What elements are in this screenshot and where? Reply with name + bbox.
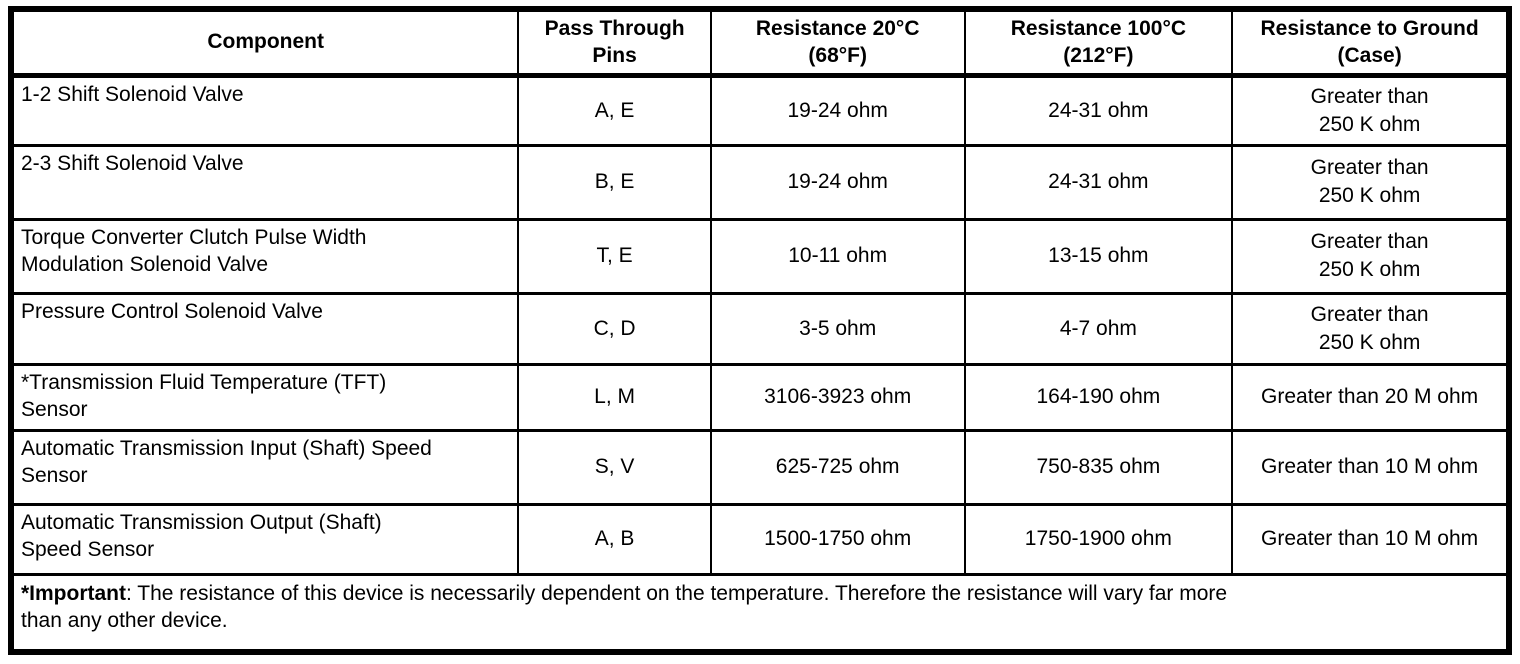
component-cell: *Transmission Fluid Temperature (TFT) Se… (9, 362, 520, 432)
resistance-100c-cell: 750-835 ohm (963, 428, 1234, 506)
resistance-100c-cell: 24-31 ohm (963, 143, 1234, 221)
footnote-row: *Important: The resistance of this devic… (10, 572, 1510, 654)
component-cell: Automatic Transmission Output (Shaft) Sp… (9, 502, 520, 576)
resistance-20c-cell: 19-24 ohm (709, 73, 966, 147)
resistance-spec-table: Component Pass Through Pins Resistance 2… (8, 6, 1512, 655)
resistance-ground-cell: Greater than 250 K ohm (1231, 143, 1510, 221)
resistance-20c-cell: 19-24 ohm (709, 143, 966, 221)
footnote-text: : The resistance of this device is neces… (21, 581, 1228, 633)
resistance-100c-cell: 164-190 ohm (963, 362, 1234, 432)
footnote-important-label: *Important (21, 581, 126, 605)
table-header: Component Pass Through Pins Resistance 2… (9, 7, 1510, 78)
table-body: 1-2 Shift Solenoid Valve A, E 19-24 ohm … (9, 73, 1510, 654)
resistance-20c-cell: 1500-1750 ohm (709, 502, 966, 576)
header-cell-resistance-to-ground: Resistance to Ground (Case) (1231, 7, 1510, 78)
header-cell-resistance-100c: Resistance 100°C (212°F) (963, 7, 1234, 78)
table-row-1-2-shift-solenoid: 1-2 Shift Solenoid Valve A, E 19-24 ohm … (9, 73, 1510, 147)
component-cell: Pressure Control Solenoid Valve (9, 291, 520, 366)
component-cell: 2-3 Shift Solenoid Valve (9, 143, 520, 221)
table-row-input-speed-sensor: Automatic Transmission Input (Shaft) Spe… (9, 428, 1510, 506)
component-cell: Torque Converter Clutch Pulse Width Modu… (9, 217, 520, 295)
resistance-ground-cell: Greater than 250 K ohm (1231, 73, 1510, 147)
pins-cell: C, D (517, 291, 712, 366)
resistance-ground-cell: Greater than 250 K ohm (1231, 217, 1510, 295)
component-cell: Automatic Transmission Input (Shaft) Spe… (9, 428, 520, 506)
resistance-ground-cell: Greater than 250 K ohm (1231, 291, 1510, 366)
pins-cell: A, E (517, 73, 712, 147)
pins-cell: A, B (517, 502, 712, 576)
resistance-ground-cell: Greater than 10 M ohm (1231, 428, 1510, 506)
footnote-cell: *Important: The resistance of this devic… (10, 572, 1510, 654)
component-cell: 1-2 Shift Solenoid Valve (9, 73, 520, 147)
pins-cell: T, E (517, 217, 712, 295)
resistance-100c-cell: 13-15 ohm (963, 217, 1234, 295)
resistance-20c-cell: 3106-3923 ohm (709, 362, 966, 432)
header-cell-resistance-20c: Resistance 20°C (68°F) (709, 7, 966, 78)
table-row-pressure-control-solenoid: Pressure Control Solenoid Valve C, D 3-5… (9, 291, 1510, 366)
pins-cell: L, M (517, 362, 712, 432)
table-row-2-3-shift-solenoid: 2-3 Shift Solenoid Valve B, E 19-24 ohm … (9, 143, 1510, 221)
pins-cell: S, V (517, 428, 712, 506)
resistance-ground-cell: Greater than 20 M ohm (1231, 362, 1510, 432)
header-cell-pass-through-pins: Pass Through Pins (517, 7, 712, 78)
header-row: Component Pass Through Pins Resistance 2… (9, 7, 1510, 78)
table-row-tcc-pwm-solenoid: Torque Converter Clutch Pulse Width Modu… (9, 217, 1510, 295)
header-cell-component: Component (9, 7, 520, 78)
table-row-output-speed-sensor: Automatic Transmission Output (Shaft) Sp… (9, 502, 1510, 576)
resistance-ground-cell: Greater than 10 M ohm (1231, 502, 1510, 576)
table-row-tft-sensor: *Transmission Fluid Temperature (TFT) Se… (9, 362, 1510, 432)
resistance-20c-cell: 625-725 ohm (709, 428, 966, 506)
resistance-20c-cell: 3-5 ohm (709, 291, 966, 366)
pins-cell: B, E (517, 143, 712, 221)
resistance-100c-cell: 4-7 ohm (963, 291, 1234, 366)
resistance-100c-cell: 1750-1900 ohm (963, 502, 1234, 576)
resistance-100c-cell: 24-31 ohm (963, 73, 1234, 147)
resistance-20c-cell: 10-11 ohm (709, 217, 966, 295)
